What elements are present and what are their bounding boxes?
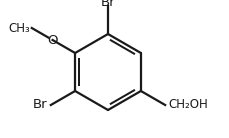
Text: CH₂OH: CH₂OH — [167, 99, 207, 112]
Text: Br: Br — [100, 0, 115, 9]
Text: Br: Br — [33, 99, 48, 112]
Text: CH₃: CH₃ — [8, 22, 30, 34]
Text: O: O — [47, 34, 57, 47]
